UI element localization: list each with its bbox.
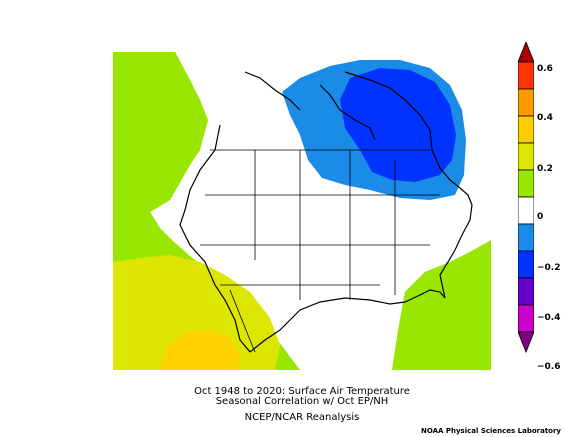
colorbar-label-0.4: 0.4: [537, 113, 553, 123]
colorbar-bin: [518, 304, 534, 333]
colorbar-bin: [518, 196, 534, 225]
colorbar: [518, 42, 534, 354]
coastlines: [179, 71, 473, 353]
colorbar-label-minus-0.4: −0.4: [537, 313, 561, 323]
colorbar-label-minus-0.6: −0.6: [537, 362, 561, 372]
caption-line-1: Oct 1948 to 2020: Surface Air Temperatur…: [194, 386, 410, 397]
colorbar-bin: [518, 142, 534, 171]
colorbar-bin: [518, 88, 534, 117]
colorbar-bin: [518, 277, 534, 306]
colorbar-bin: [518, 61, 534, 90]
field-positive-strong: [160, 330, 240, 370]
colorbar-bin: [518, 169, 534, 198]
field-pacific-coast: [113, 52, 208, 250]
colorbar-min-arrow: [518, 331, 534, 354]
field-positive-mid: [113, 255, 280, 370]
colorbar-label-0: 0: [537, 212, 544, 222]
field-negative-strong: [340, 68, 456, 182]
caption-line-2: Seasonal Correlation w/ Oct EP/NH: [215, 396, 389, 407]
colorbar-bin: [518, 223, 534, 252]
boundaries: [200, 149, 440, 353]
field-gulf: [398, 240, 491, 370]
colorbar-label-minus-0.2: −0.2: [537, 263, 561, 273]
colorbar-bin: [518, 250, 534, 279]
credit-label: NOAA Physical Sciences Laboratory: [420, 427, 561, 435]
colorbar-max-arrow: [518, 42, 534, 63]
caption-line-3: NCEP/NCAR Reanalysis: [244, 412, 360, 423]
colorbar-label-0.6: 0.6: [537, 64, 553, 74]
colorbar-bin: [518, 115, 534, 144]
colorbar-label-0.2: 0.2: [537, 164, 553, 174]
